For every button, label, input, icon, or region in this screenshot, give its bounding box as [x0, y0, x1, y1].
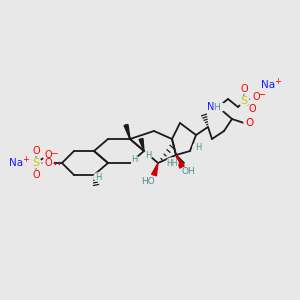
Text: H: H	[95, 172, 101, 182]
Text: OH: OH	[181, 167, 195, 176]
Ellipse shape	[260, 80, 276, 90]
Text: +: +	[274, 76, 281, 85]
Ellipse shape	[239, 84, 249, 94]
Ellipse shape	[43, 158, 53, 168]
Text: S: S	[32, 158, 40, 168]
Text: Na: Na	[9, 158, 23, 168]
Ellipse shape	[250, 92, 262, 102]
Polygon shape	[124, 124, 130, 139]
Ellipse shape	[209, 102, 225, 112]
Polygon shape	[139, 139, 144, 151]
Ellipse shape	[180, 167, 196, 177]
Text: S: S	[240, 96, 247, 106]
Ellipse shape	[31, 170, 41, 180]
Ellipse shape	[31, 158, 41, 168]
Text: H: H	[213, 103, 219, 112]
Ellipse shape	[140, 177, 156, 187]
Ellipse shape	[31, 146, 41, 156]
Text: O: O	[240, 84, 248, 94]
Polygon shape	[176, 155, 184, 168]
Ellipse shape	[43, 150, 53, 160]
Polygon shape	[152, 163, 158, 176]
Ellipse shape	[94, 173, 102, 181]
Ellipse shape	[193, 143, 203, 151]
Text: +: +	[22, 154, 29, 164]
Ellipse shape	[166, 158, 178, 168]
Text: O: O	[248, 104, 256, 114]
Text: N: N	[207, 102, 215, 112]
Text: −: −	[50, 148, 58, 158]
Ellipse shape	[8, 158, 24, 168]
Text: O: O	[44, 158, 52, 168]
Text: O: O	[245, 118, 253, 128]
Text: H: H	[131, 154, 137, 164]
Text: O: O	[32, 170, 40, 180]
Ellipse shape	[247, 104, 257, 114]
Text: HO: HO	[141, 178, 155, 187]
Ellipse shape	[130, 155, 138, 163]
Text: O: O	[32, 146, 40, 156]
Text: Na: Na	[261, 80, 275, 90]
Ellipse shape	[239, 96, 249, 106]
Text: H: H	[145, 151, 151, 160]
Text: O: O	[44, 150, 52, 160]
Text: H: H	[195, 142, 201, 152]
Text: HH: HH	[166, 158, 178, 167]
Ellipse shape	[244, 118, 254, 128]
Text: −: −	[258, 90, 266, 100]
Ellipse shape	[144, 151, 152, 159]
Text: O: O	[252, 92, 260, 102]
